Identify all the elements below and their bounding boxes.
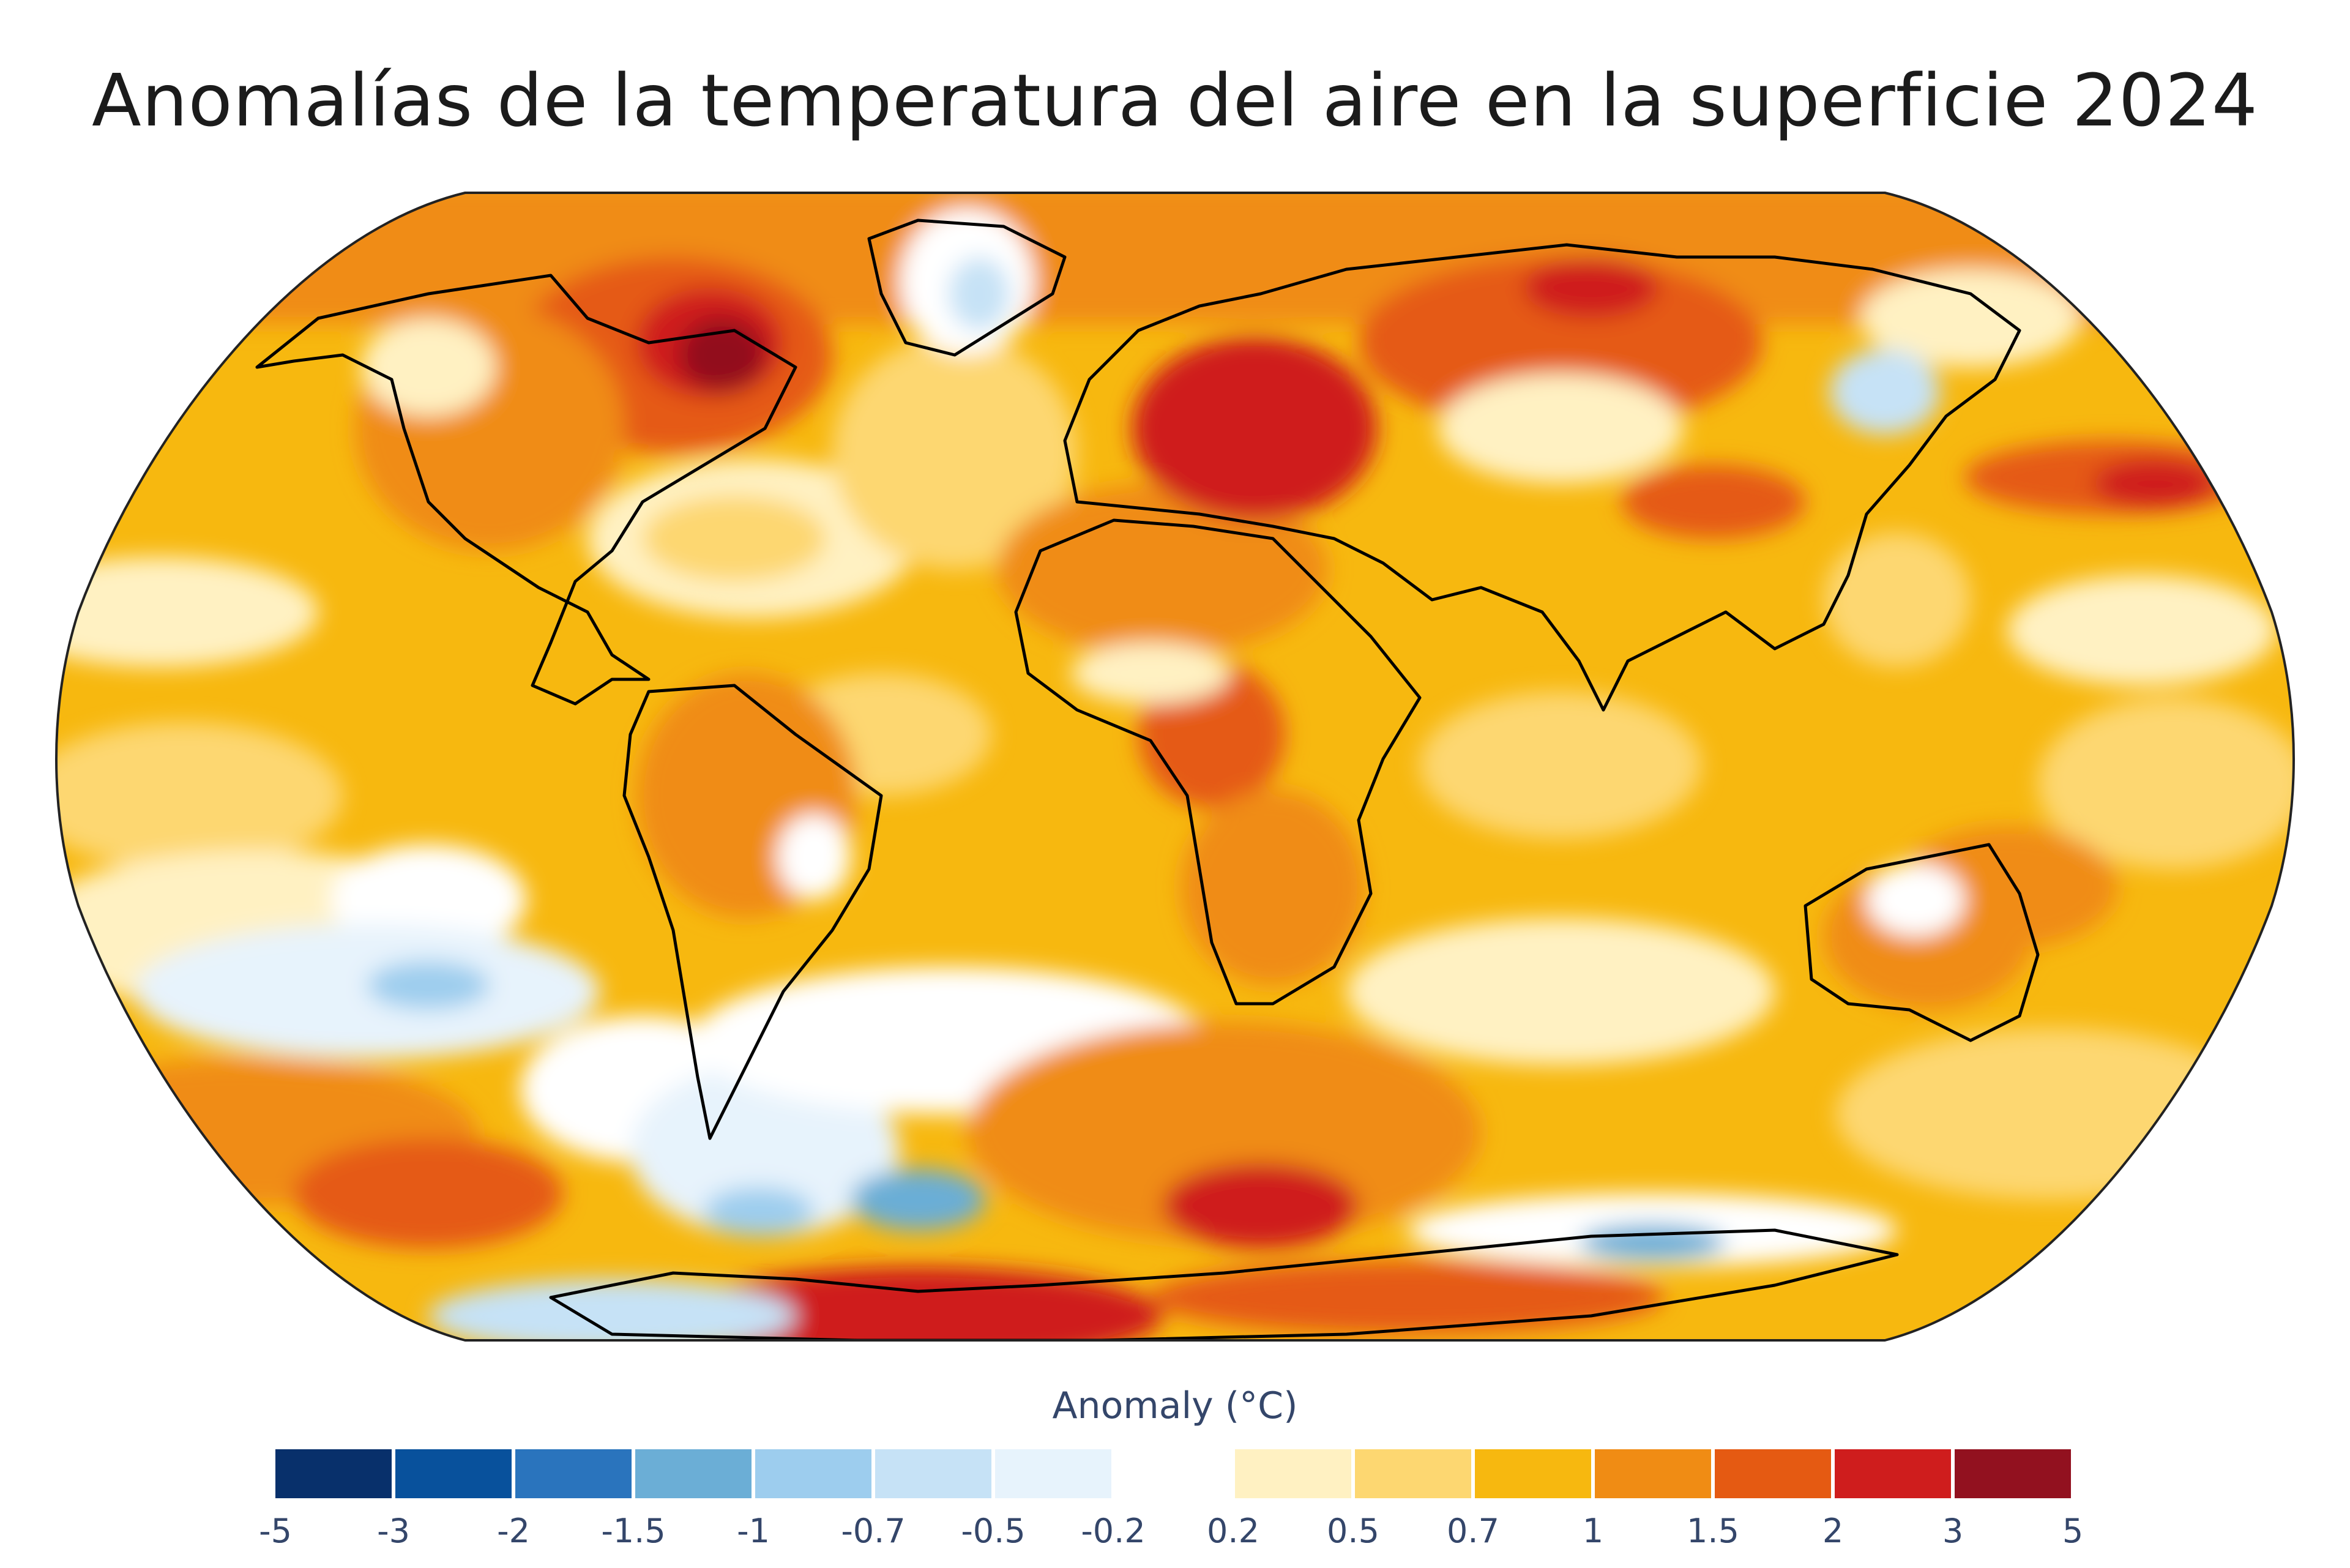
colorbar-swatch	[1955, 1449, 2071, 1498]
antarctica-outline	[549, 1228, 1899, 1340]
colorbar-tick-label: 1	[1582, 1512, 1604, 1550]
colorbar-tick-label: -0.2	[1081, 1512, 1146, 1550]
africa-outline	[1014, 518, 1422, 1006]
page-title: Anomalías de la temperatura del aire en …	[91, 58, 2259, 143]
colorbar-swatch	[1235, 1449, 1351, 1498]
colorbar-tick-label: -1.5	[601, 1512, 666, 1550]
colorbar-swatch	[1475, 1449, 1591, 1498]
colorbar-swatch	[995, 1449, 1111, 1498]
colorbar-tick-label: -0.5	[961, 1512, 1026, 1550]
colorbar-tick-label: 2	[1822, 1512, 1844, 1550]
colorbar-tick-label: 0.5	[1327, 1512, 1379, 1550]
colorbar-swatch	[1715, 1449, 1831, 1498]
legend-title: Anomaly (°C)	[1052, 1384, 1298, 1427]
colorbar-swatch	[875, 1449, 991, 1498]
colorbar-tick-label: 3	[1942, 1512, 1964, 1550]
colorbar-swatch	[1115, 1449, 1231, 1498]
colorbar-swatch	[635, 1449, 752, 1498]
colorbar-tick-label: -1	[737, 1512, 770, 1550]
colorbar-swatch	[1595, 1449, 1711, 1498]
colorbar-tick-label: -0.7	[841, 1512, 906, 1550]
greenland-outline	[867, 218, 1067, 357]
australia-outline	[1804, 843, 2040, 1042]
colorbar	[275, 1449, 2075, 1498]
colorbar-tick-label: 0.2	[1207, 1512, 1259, 1550]
colorbar-ticks: -5 -3 -2 -1.5 -1 -0.7 -0.5 -0.2 0.2 0.5 0.7 1 1.5 2 3 5	[0, 1512, 2350, 1561]
colorbar-tick-label: 0.7	[1447, 1512, 1499, 1550]
colorbar-tick-label: 5	[2062, 1512, 2084, 1550]
south-america-outline	[622, 684, 883, 1140]
map-frame	[55, 192, 2295, 1342]
colorbar-swatch	[755, 1449, 871, 1498]
colorbar-swatch	[515, 1449, 632, 1498]
colorbar-tick-label: -3	[377, 1512, 410, 1550]
colorbar-tick-label: -5	[259, 1512, 292, 1550]
colorbar-swatch	[275, 1449, 392, 1498]
colorbar-swatch	[395, 1449, 512, 1498]
eurasia-outline	[1063, 243, 2021, 712]
colorbar-tick-label: -2	[497, 1512, 530, 1550]
colorbar-swatch	[1835, 1449, 1951, 1498]
north-america-outline	[255, 274, 797, 706]
colorbar-tick-label: 1.5	[1687, 1512, 1739, 1550]
colorbar-swatch	[1355, 1449, 1471, 1498]
